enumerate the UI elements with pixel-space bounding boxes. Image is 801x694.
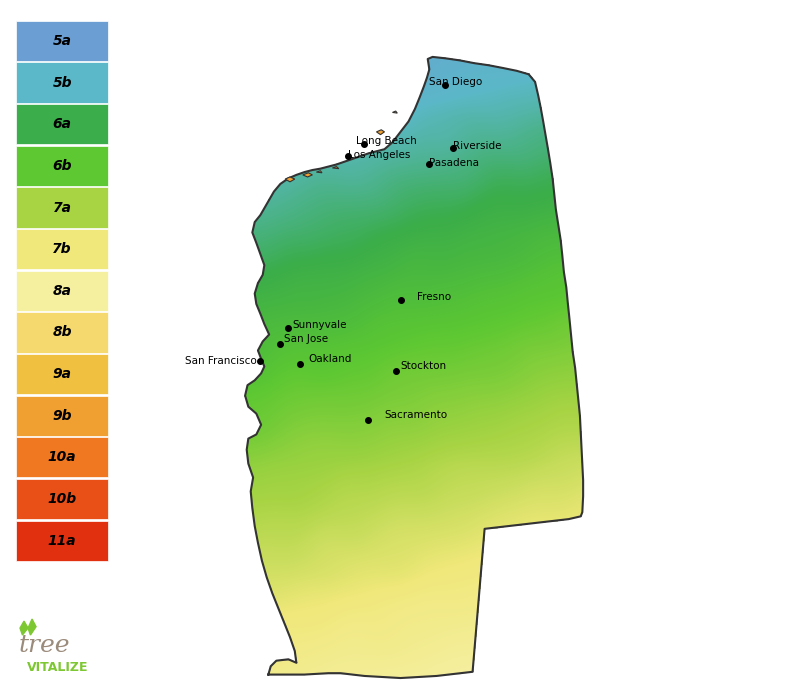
Text: 10a: 10a	[48, 450, 76, 464]
Text: tree: tree	[18, 634, 70, 657]
Text: 7a: 7a	[53, 201, 71, 214]
FancyBboxPatch shape	[16, 520, 108, 561]
FancyBboxPatch shape	[16, 62, 108, 103]
Text: San Francisco: San Francisco	[184, 356, 256, 366]
Polygon shape	[285, 177, 295, 182]
Text: 6b: 6b	[52, 159, 72, 173]
Text: 5a: 5a	[53, 34, 71, 48]
Text: VITALIZE: VITALIZE	[27, 661, 88, 674]
Text: 7b: 7b	[52, 242, 72, 256]
FancyBboxPatch shape	[16, 146, 108, 186]
Polygon shape	[28, 619, 36, 635]
FancyBboxPatch shape	[16, 354, 108, 394]
Text: 8a: 8a	[53, 284, 71, 298]
Text: Sacramento: Sacramento	[384, 410, 448, 420]
Text: Fresno: Fresno	[417, 292, 451, 302]
Polygon shape	[376, 130, 384, 135]
Text: Pasadena: Pasadena	[429, 158, 478, 168]
FancyBboxPatch shape	[16, 437, 108, 477]
Text: 11a: 11a	[48, 534, 76, 548]
Polygon shape	[20, 621, 28, 635]
FancyBboxPatch shape	[16, 21, 108, 61]
Text: Los Angeles: Los Angeles	[348, 150, 411, 160]
Text: 6a: 6a	[53, 117, 71, 131]
Text: Long Beach: Long Beach	[356, 136, 417, 146]
FancyBboxPatch shape	[16, 479, 108, 519]
FancyBboxPatch shape	[16, 104, 108, 144]
Text: 8b: 8b	[52, 325, 72, 339]
Polygon shape	[303, 173, 312, 177]
FancyBboxPatch shape	[16, 229, 108, 269]
Text: Sunnyvale: Sunnyvale	[292, 320, 347, 330]
Text: Riverside: Riverside	[453, 142, 501, 151]
FancyBboxPatch shape	[16, 396, 108, 436]
FancyBboxPatch shape	[16, 312, 108, 353]
Polygon shape	[316, 171, 322, 173]
Text: 5b: 5b	[52, 76, 72, 90]
Polygon shape	[392, 111, 397, 113]
Text: San Jose: San Jose	[284, 334, 328, 344]
Text: 9b: 9b	[52, 409, 72, 423]
Text: 10b: 10b	[47, 492, 77, 506]
Text: Oakland: Oakland	[308, 355, 352, 364]
FancyBboxPatch shape	[16, 271, 108, 311]
Text: 9a: 9a	[53, 367, 71, 381]
Text: Stockton: Stockton	[400, 362, 447, 371]
FancyBboxPatch shape	[16, 187, 108, 228]
Polygon shape	[332, 167, 339, 169]
Text: San Diego: San Diego	[429, 77, 481, 87]
